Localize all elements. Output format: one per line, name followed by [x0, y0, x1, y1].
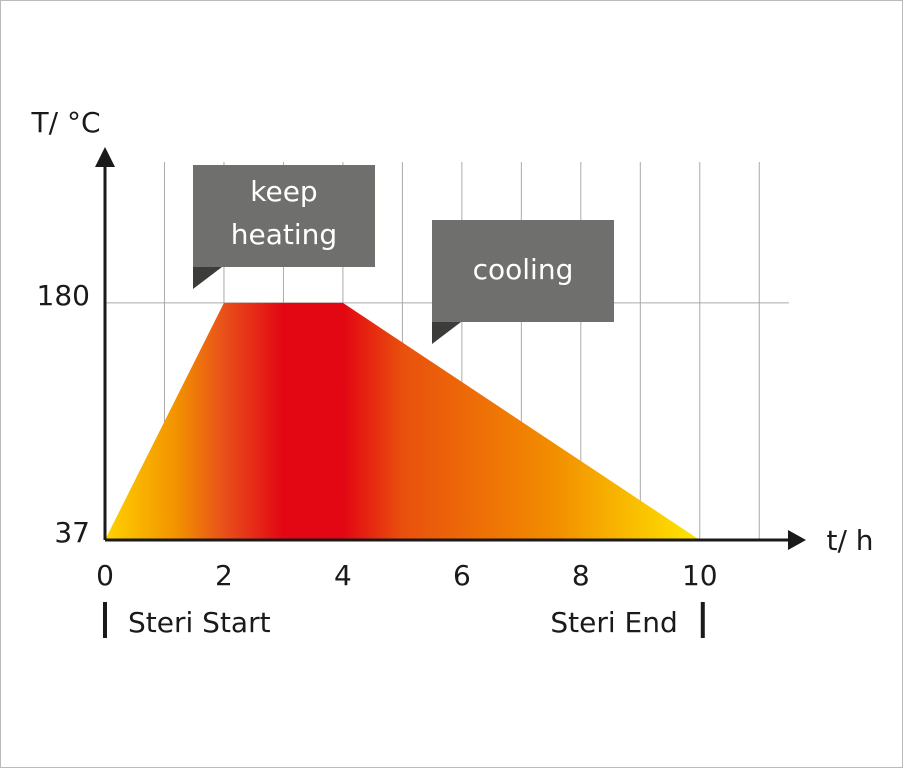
x-arrow	[788, 530, 806, 550]
y-tick-label: 180	[37, 279, 90, 312]
area	[105, 302, 700, 540]
x-tick-label: 8	[572, 559, 590, 592]
annotation: heating	[231, 218, 337, 251]
callout: keep heating	[193, 165, 375, 289]
y-tick-label: 37	[54, 516, 90, 549]
callout: cooling	[432, 220, 614, 344]
x-tick-label: 4	[334, 559, 352, 592]
x-axis-label: t/ h	[826, 524, 873, 557]
marker-label: Steri End	[550, 606, 677, 639]
marker-label: Steri Start	[128, 606, 271, 639]
x-tick-label: 6	[453, 559, 471, 592]
y-axis-label: T/ °C	[31, 106, 101, 139]
x-tick-label: 0	[96, 559, 114, 592]
x-tick-label: 2	[215, 559, 233, 592]
y-arrow	[95, 147, 115, 167]
x-tick-label: 10	[682, 559, 718, 592]
annotation: cooling	[473, 253, 574, 286]
annotation: keep	[250, 175, 317, 208]
